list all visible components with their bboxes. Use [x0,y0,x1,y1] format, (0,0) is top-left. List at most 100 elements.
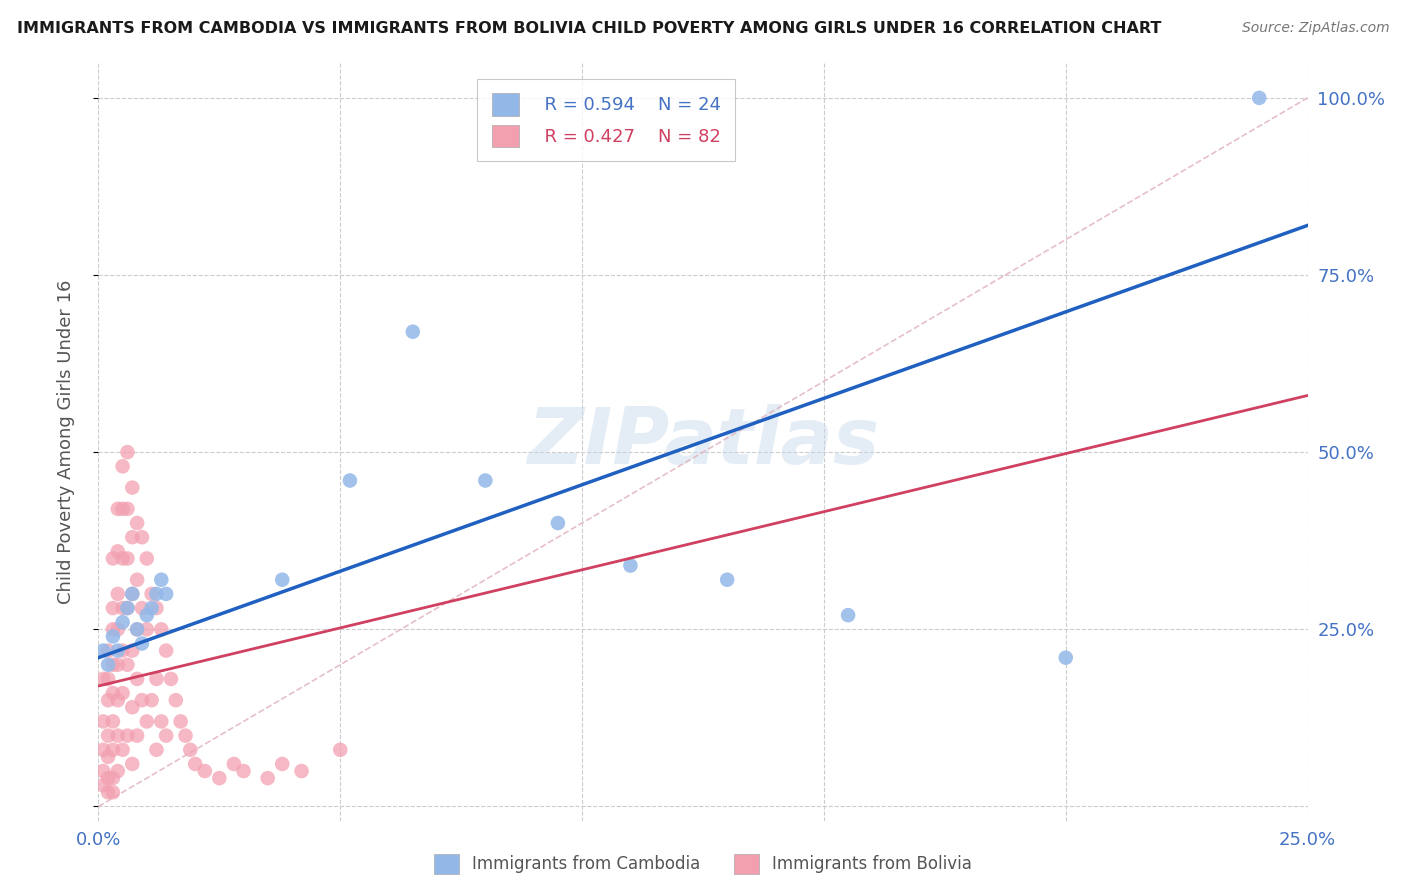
Point [97,729,120,743]
Point [111,643,134,657]
Point [160,672,183,686]
Point [107,501,129,516]
Point [127,623,149,637]
Point [179,743,201,757]
Point [547,516,569,530]
Point [121,756,143,771]
Point [107,729,129,743]
Point [150,623,173,637]
Point [135,608,157,623]
Point [117,729,139,743]
Point [101,686,124,700]
Point [97,657,120,672]
Point [174,729,197,743]
Point [145,587,167,601]
Point [135,714,157,729]
Point [97,785,120,799]
Point [101,785,124,799]
Point [107,643,129,657]
Point [121,587,143,601]
Point [155,587,177,601]
Point [121,587,143,601]
Point [111,743,134,757]
Point [402,325,425,339]
Y-axis label: Child Poverty Among Girls Under 16: Child Poverty Among Girls Under 16 [56,279,75,604]
Point [135,623,157,637]
Point [619,558,641,573]
Point [91,778,114,792]
Point [290,764,312,778]
Point [111,459,134,474]
Point [131,693,153,707]
Point [208,771,231,785]
Point [1249,91,1271,105]
Point [111,601,134,615]
Text: ZIPatlas: ZIPatlas [527,403,879,480]
Point [256,771,278,785]
Point [91,764,114,778]
Point [101,629,124,643]
Point [91,743,114,757]
Point [155,643,177,657]
Point [101,551,124,566]
Point [127,672,149,686]
Text: IMMIGRANTS FROM CAMBODIA VS IMMIGRANTS FROM BOLIVIA CHILD POVERTY AMONG GIRLS UN: IMMIGRANTS FROM CAMBODIA VS IMMIGRANTS F… [17,21,1161,36]
Point [222,756,245,771]
Point [117,601,139,615]
Point [131,636,153,650]
Point [716,573,738,587]
Point [135,551,157,566]
Text: Source: ZipAtlas.com: Source: ZipAtlas.com [1241,21,1389,35]
Point [107,764,129,778]
Point [150,714,173,729]
Point [107,544,129,558]
Point [145,743,167,757]
Legend: Immigrants from Cambodia, Immigrants from Bolivia: Immigrants from Cambodia, Immigrants fro… [427,847,979,880]
Point [111,551,134,566]
Point [117,657,139,672]
Point [117,501,139,516]
Point [107,657,129,672]
Point [232,764,254,778]
Point [111,686,134,700]
Point [117,445,139,459]
Point [169,714,191,729]
Point [121,481,143,495]
Point [474,474,496,488]
Point [127,623,149,637]
Point [107,587,129,601]
Point [131,601,153,615]
Point [97,693,120,707]
Point [101,623,124,637]
Point [97,750,120,764]
Point [184,756,207,771]
Point [121,530,143,544]
Point [111,615,134,630]
Point [145,672,167,686]
Point [107,693,129,707]
Point [117,551,139,566]
Point [91,714,114,729]
Point [97,672,120,686]
Point [155,729,177,743]
Point [271,756,294,771]
Point [165,693,187,707]
Point [194,764,217,778]
Point [117,601,139,615]
Point [127,516,149,530]
Point [107,623,129,637]
Point [271,573,294,587]
Point [329,743,352,757]
Point [141,587,163,601]
Point [141,693,163,707]
Point [150,573,173,587]
Point [121,643,143,657]
Point [101,657,124,672]
Point [91,643,114,657]
Point [837,608,859,623]
Point [101,601,124,615]
Point [141,601,163,615]
Point [127,729,149,743]
Point [91,672,114,686]
Point [101,743,124,757]
